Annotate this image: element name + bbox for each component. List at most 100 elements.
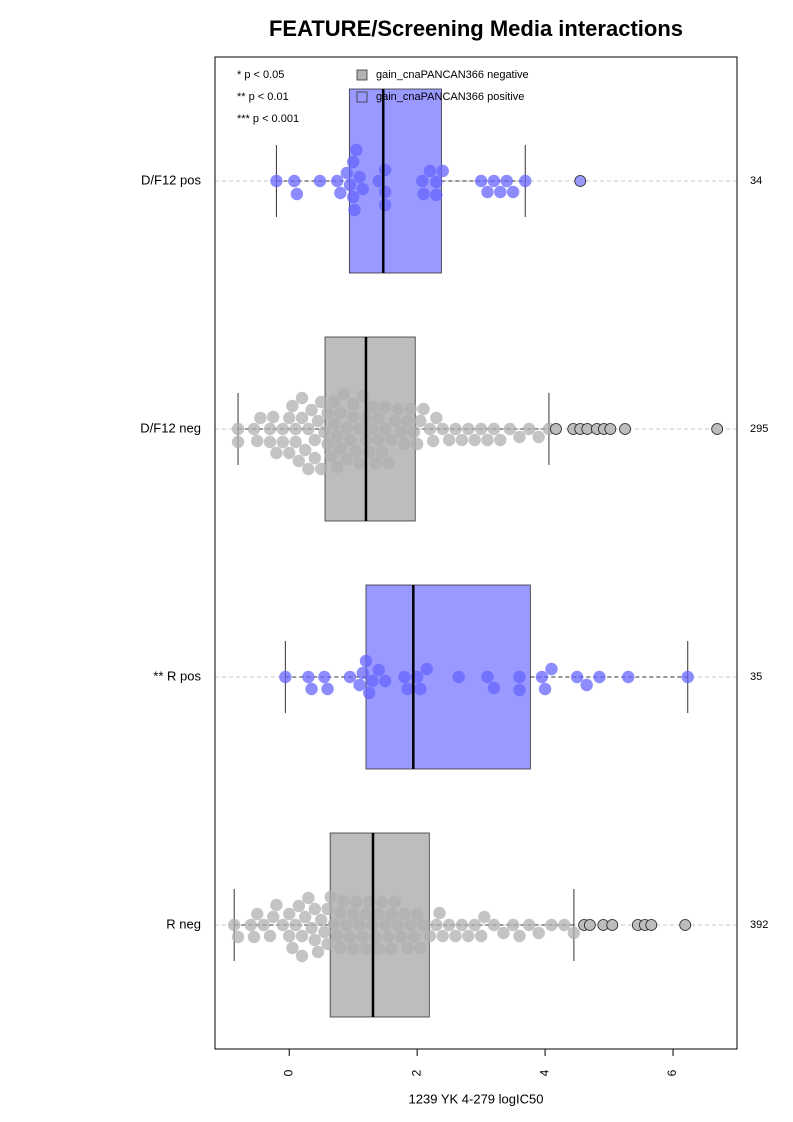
point — [308, 433, 321, 447]
point — [401, 414, 414, 428]
point — [283, 907, 296, 921]
point — [327, 417, 341, 431]
point — [324, 890, 337, 904]
point — [302, 422, 315, 436]
point — [340, 452, 353, 466]
point — [343, 433, 357, 447]
point — [308, 902, 321, 916]
point — [580, 678, 593, 692]
point — [474, 929, 488, 943]
point — [348, 203, 361, 217]
point — [535, 670, 549, 684]
point — [375, 895, 389, 909]
point — [385, 433, 398, 447]
point — [382, 456, 395, 470]
point — [430, 411, 443, 425]
point — [394, 425, 408, 439]
point — [404, 918, 417, 932]
note: ** p < 0.01 — [237, 91, 289, 103]
x-tick-label: 0 — [281, 1069, 295, 1076]
point — [353, 170, 366, 184]
point — [321, 682, 334, 696]
point — [305, 403, 318, 417]
x-tick-label: 4 — [537, 1069, 551, 1076]
point — [436, 164, 449, 178]
point — [455, 433, 469, 447]
point — [343, 670, 357, 684]
point — [289, 918, 302, 932]
point — [359, 942, 373, 956]
point — [468, 433, 481, 447]
point — [314, 395, 328, 409]
point — [378, 674, 392, 688]
point — [337, 894, 350, 908]
point — [295, 411, 309, 425]
group-count: 34 — [750, 175, 762, 187]
point — [279, 670, 292, 684]
point — [532, 926, 545, 940]
point — [372, 433, 385, 447]
point — [462, 929, 475, 943]
point — [398, 437, 411, 451]
point — [423, 164, 437, 178]
point — [388, 414, 401, 428]
point — [251, 907, 264, 921]
x-tick-label: 6 — [665, 1069, 679, 1076]
point — [375, 445, 389, 459]
x-tick-label: 2 — [409, 1069, 423, 1076]
point — [378, 185, 392, 199]
point — [247, 422, 261, 436]
point — [522, 918, 536, 932]
point — [436, 422, 449, 436]
point — [398, 907, 411, 921]
point — [378, 198, 392, 212]
point — [321, 437, 334, 451]
point — [302, 891, 315, 905]
point — [681, 670, 694, 684]
point — [366, 422, 379, 436]
point — [343, 178, 357, 192]
point — [369, 456, 382, 470]
point — [254, 411, 267, 425]
point — [318, 670, 331, 684]
point — [305, 921, 318, 935]
point — [327, 395, 341, 409]
point — [350, 444, 363, 458]
point — [340, 421, 353, 435]
point — [286, 399, 299, 413]
outlier — [574, 175, 587, 187]
group-label: R neg — [166, 916, 201, 931]
point — [417, 918, 430, 932]
point — [398, 670, 411, 684]
point — [462, 422, 475, 436]
point — [513, 683, 526, 697]
point — [378, 422, 392, 436]
point — [372, 907, 385, 921]
point — [481, 670, 494, 684]
point — [356, 666, 369, 680]
point — [382, 930, 395, 944]
point — [346, 190, 360, 204]
point — [311, 414, 325, 428]
point — [353, 918, 366, 932]
point — [487, 918, 501, 932]
group-count: 295 — [750, 423, 768, 435]
point — [622, 670, 635, 684]
box — [365, 584, 531, 770]
point — [263, 929, 277, 943]
point — [340, 166, 353, 180]
point — [330, 429, 344, 443]
point — [478, 910, 491, 924]
point — [430, 175, 443, 189]
point — [311, 945, 325, 959]
point — [378, 918, 392, 932]
point — [570, 670, 584, 684]
point — [314, 462, 328, 476]
point — [283, 411, 296, 425]
point — [500, 174, 513, 188]
point — [318, 925, 331, 939]
outlier — [619, 423, 631, 435]
point — [231, 422, 245, 436]
